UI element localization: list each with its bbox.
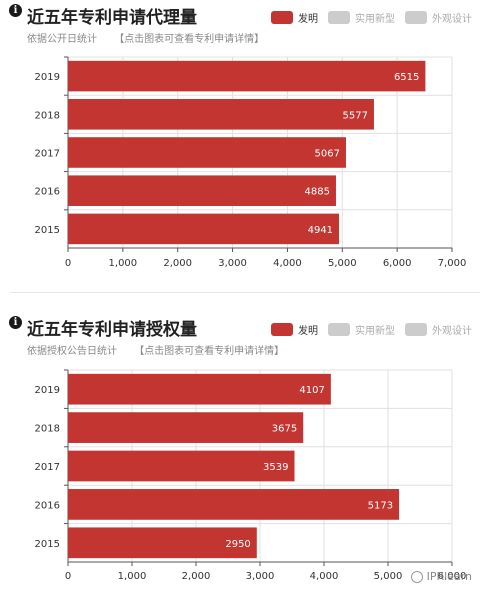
y-category-label: 2019 <box>35 72 60 83</box>
bar-value-label: 6515 <box>394 72 419 83</box>
legend-label: 外观设计 <box>432 326 472 337</box>
x-tick-label: 5,000 <box>374 571 403 582</box>
legend-swatch <box>405 323 427 336</box>
x-tick-label: 6,000 <box>438 571 467 582</box>
chart-title: 近五年专利申请授权量 <box>27 320 197 340</box>
legend-item-invention[interactable]: 发明 <box>271 10 318 25</box>
bar-value-label: 5577 <box>342 110 367 121</box>
x-tick-label: 3,000 <box>246 571 275 582</box>
y-category-label: 2017 <box>35 462 60 473</box>
legend: 发明 实用新型 外观设计 <box>261 322 472 337</box>
bar[interactable] <box>68 137 346 168</box>
x-tick-label: 0 <box>65 571 71 582</box>
legend-label: 实用新型 <box>355 14 395 25</box>
x-tick-label: 1,000 <box>109 258 138 269</box>
bar[interactable] <box>68 527 257 559</box>
bar-value-label: 3675 <box>272 424 297 435</box>
chart-subtitle: 依据授权公告日统计 【点击图表可查看专利申请详情】 <box>27 342 284 357</box>
y-category-label: 2017 <box>35 149 60 160</box>
bar[interactable] <box>68 450 295 482</box>
bar-value-label: 2950 <box>225 539 250 550</box>
bar-value-label: 5067 <box>315 149 340 160</box>
subtitle-basis: 依据公开日统计 <box>27 34 97 45</box>
bar-value-label: 3539 <box>263 462 288 473</box>
y-category-label: 2016 <box>35 500 60 511</box>
legend-label: 发明 <box>298 14 318 25</box>
bar[interactable] <box>68 99 374 130</box>
wechat-icon <box>410 570 423 583</box>
legend-item-utility-model[interactable]: 实用新型 <box>328 322 395 337</box>
y-category-label: 2015 <box>35 225 60 236</box>
chart-panel-agency: i 近五年专利申请代理量 依据公开日统计 【点击图表可查看专利申请详情】 发明 … <box>0 0 490 290</box>
bar[interactable] <box>68 373 331 405</box>
info-icon[interactable]: i <box>9 316 22 329</box>
bar[interactable] <box>68 412 304 443</box>
details-link[interactable]: 【点击图表可查看专利申请详情】 <box>114 34 265 45</box>
bar[interactable] <box>68 213 340 245</box>
bar-value-label: 4107 <box>299 385 324 396</box>
legend-label: 实用新型 <box>355 326 395 337</box>
bar[interactable] <box>68 175 336 206</box>
y-category-label: 2015 <box>35 539 60 550</box>
x-tick-label: 4,000 <box>273 258 302 269</box>
legend-swatch <box>328 11 350 24</box>
x-tick-label: 2,000 <box>163 258 192 269</box>
y-category-label: 2018 <box>35 424 60 435</box>
legend: 发明 实用新型 外观设计 <box>261 10 472 25</box>
bar-value-label: 5173 <box>368 500 393 511</box>
legend-swatch <box>328 323 350 336</box>
x-tick-label: 4,000 <box>310 571 339 582</box>
legend-item-design[interactable]: 外观设计 <box>405 322 472 337</box>
legend-item-design[interactable]: 外观设计 <box>405 10 472 25</box>
bar-chart-agency[interactable]: 0 1,000 2,000 3,000 4,000 5,000 6,000 7,000 6515… <box>0 0 490 290</box>
subtitle-basis: 依据授权公告日统计 <box>27 346 117 357</box>
x-tick-label: 0 <box>65 258 71 269</box>
chart-title: 近五年专利申请代理量 <box>27 8 197 28</box>
bar[interactable] <box>68 489 400 520</box>
bar-value-label: 4941 <box>308 225 333 236</box>
legend-swatch <box>271 11 293 24</box>
x-tick-label: 5,000 <box>328 258 357 269</box>
x-tick-label: 6,000 <box>383 258 412 269</box>
legend-label: 外观设计 <box>432 14 472 25</box>
legend-item-invention[interactable]: 发明 <box>271 322 318 337</box>
info-icon[interactable]: i <box>9 4 22 17</box>
x-tick-label: 7,000 <box>438 258 467 269</box>
chart-subtitle: 依据公开日统计 【点击图表可查看专利申请详情】 <box>27 30 264 45</box>
watermark: IPRlearn <box>410 570 472 583</box>
watermark-text: IPRlearn <box>426 570 472 583</box>
x-tick-label: 3,000 <box>218 258 247 269</box>
legend-swatch <box>405 11 427 24</box>
chart-panel-granted: i 近五年专利申请授权量 依据授权公告日统计 【点击图表可查看专利申请详情】 发… <box>0 312 490 597</box>
y-category-label: 2016 <box>35 187 60 198</box>
bar-value-label: 4885 <box>305 187 330 198</box>
divider <box>10 292 480 293</box>
legend-swatch <box>271 323 293 336</box>
bar-chart-granted[interactable]: 0 1,000 2,000 3,000 4,000 5,000 6,000 4107 2019 3… <box>0 312 490 597</box>
bar[interactable] <box>68 60 426 92</box>
y-category-label: 2019 <box>35 385 60 396</box>
y-category-label: 2018 <box>35 110 60 121</box>
legend-item-utility-model[interactable]: 实用新型 <box>328 10 395 25</box>
details-link[interactable]: 【点击图表可查看专利申请详情】 <box>134 346 285 357</box>
x-tick-label: 2,000 <box>182 571 211 582</box>
x-tick-label: 1,000 <box>118 571 147 582</box>
legend-label: 发明 <box>298 326 318 337</box>
